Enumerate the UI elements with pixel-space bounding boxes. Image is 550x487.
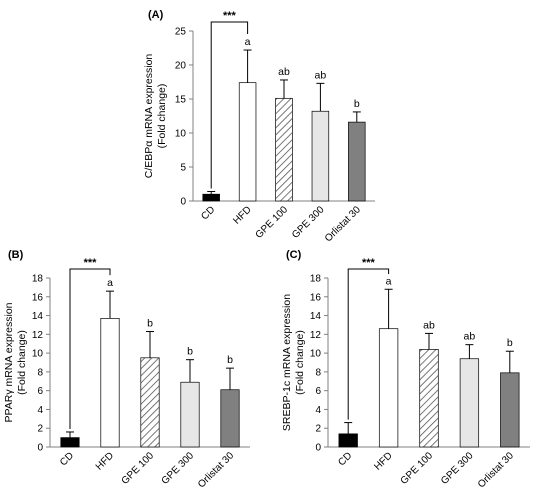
y-tick-label: 4 <box>315 405 321 416</box>
significance-letter: a <box>107 277 113 289</box>
x-tick-label: GPE 100 <box>120 450 157 487</box>
bar <box>202 193 220 202</box>
x-tick-label: Orlistat 30 <box>323 204 363 244</box>
y-tick-label: 0 <box>315 443 321 454</box>
bar <box>311 110 330 202</box>
x-tick-label: GPE 300 <box>439 450 476 487</box>
y-tick-label: 12 <box>310 330 322 341</box>
bar <box>238 82 257 202</box>
x-tick-label: GPE 100 <box>399 450 436 487</box>
bar <box>275 97 293 202</box>
significance-letter: ab <box>464 331 476 343</box>
y-tick-label: 16 <box>32 292 44 303</box>
x-tick-label: Orlistat 30 <box>476 450 516 487</box>
y-tick-label: 5 <box>180 163 186 174</box>
y-tick-label: 10 <box>32 349 44 360</box>
significance-letter: ab <box>278 66 290 78</box>
bar <box>60 437 80 448</box>
y-axis-label: SREBP-1c mRNA expression <box>281 294 293 431</box>
bar <box>419 349 439 448</box>
x-tick-label: HFD <box>231 204 253 226</box>
y-tick-label: 18 <box>310 274 322 285</box>
bar <box>459 358 480 448</box>
significance-letter: b <box>187 346 193 358</box>
y-tick-label: 2 <box>315 424 321 435</box>
y-tick-label: 14 <box>32 311 44 322</box>
panel-c-chart: (C) SREBP-1c mRNA expression (Fold change)… <box>281 249 530 487</box>
y-axis-label-unit: (Fold change) <box>294 330 306 395</box>
x-tick-label: GPE 300 <box>160 450 197 487</box>
y-tick-label: 16 <box>310 292 322 303</box>
bar <box>338 433 358 448</box>
x-tick-label: GPE 300 <box>290 204 327 241</box>
y-tick-label: 8 <box>37 367 43 378</box>
y-axis-label: PPARγ mRNA expression <box>3 302 15 422</box>
significance-letter: ab <box>315 69 327 81</box>
y-tick-label: 8 <box>315 367 321 378</box>
significance-letter: b <box>227 354 233 366</box>
y-tick-label: 12 <box>32 330 44 341</box>
panel-label: (B) <box>8 249 24 261</box>
y-tick-label: 20 <box>175 61 187 72</box>
y-tick-label: 0 <box>37 443 43 454</box>
significance-stars: *** <box>362 257 376 269</box>
panel-label: (C) <box>286 249 302 261</box>
x-tick-label: CD <box>199 204 217 222</box>
y-tick-label: 14 <box>310 311 322 322</box>
significance-bracket <box>69 268 111 429</box>
significance-letter: b <box>147 318 153 330</box>
significance-letter: b <box>354 98 360 110</box>
panel-b-chart: (B) PPARγ mRNA expression (Fold change) 0 2 4… <box>3 249 250 487</box>
x-tick-label: HFD <box>94 450 116 472</box>
y-tick-label: 10 <box>175 129 187 140</box>
y-axis-label: C/EBPα mRNA expression <box>143 54 155 179</box>
y-tick-label: 6 <box>37 386 43 397</box>
y-axis-label-unit: (Fold change) <box>16 330 28 395</box>
y-tick-label: 10 <box>310 349 322 360</box>
significance-stars: *** <box>223 10 237 22</box>
bar <box>348 121 366 202</box>
bar <box>100 318 120 448</box>
significance-stars: *** <box>84 257 98 269</box>
significance-bracket <box>210 21 249 189</box>
y-tick-label: 18 <box>32 274 44 285</box>
y-tick-label: 0 <box>180 197 186 208</box>
significance-bracket <box>347 268 390 420</box>
bar <box>500 372 520 448</box>
y-axis-label-unit: (Fold change) <box>156 84 168 149</box>
y-tick-label: 25 <box>175 27 187 38</box>
bar <box>378 328 399 448</box>
panel-a-chart: (A) C/EBPα mRNA expression (Fold change) 0 5… <box>143 9 375 244</box>
y-tick-label: 4 <box>37 405 43 416</box>
y-tick-label: 2 <box>37 424 43 435</box>
bar <box>220 389 240 448</box>
bar <box>180 381 200 448</box>
significance-letter: a <box>245 36 251 48</box>
panel-label: (A) <box>148 9 164 21</box>
significance-letter: a <box>386 275 392 287</box>
y-tick-label: 15 <box>175 95 187 106</box>
bar <box>140 357 160 448</box>
significance-letter: b <box>507 337 513 349</box>
x-tick-label: CD <box>336 450 354 468</box>
x-tick-label: HFD <box>372 450 394 472</box>
x-tick-label: Orlistat 30 <box>196 450 236 487</box>
significance-letter: ab <box>423 319 435 331</box>
x-tick-label: CD <box>58 450 76 468</box>
x-tick-label: GPE 100 <box>254 204 291 241</box>
y-tick-label: 6 <box>315 386 321 397</box>
